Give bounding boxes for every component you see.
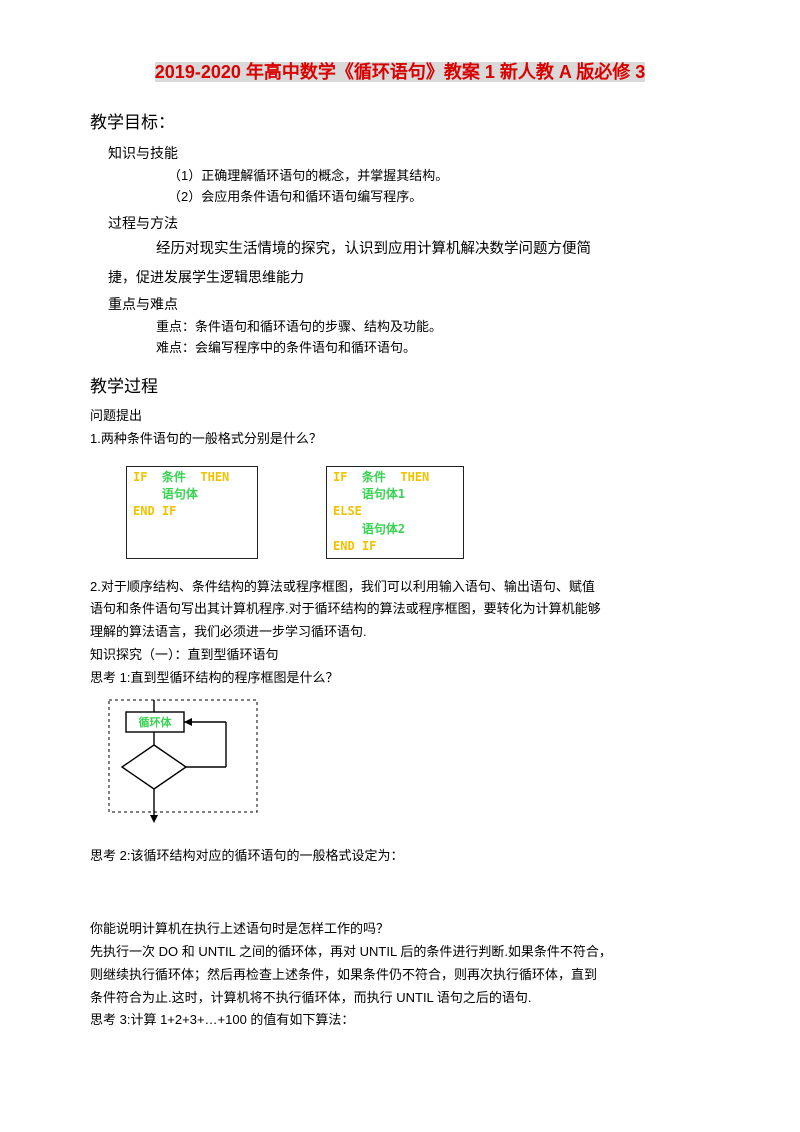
think-1: 思考 1:直到型循环结构的程序框图是什么？: [90, 668, 710, 689]
code2-indent1: [333, 487, 362, 501]
code2-cond: 条件: [362, 470, 386, 484]
code-box-1: IF 条件 THEN 语句体 END IF: [126, 466, 258, 559]
flowchart-svg: 循环体: [108, 699, 278, 824]
flow-arrowhead-back: [184, 718, 192, 726]
explain-line1: 先执行一次 DO 和 UNTIL 之间的循环体，再对 UNTIL 后的条件进行判…: [90, 942, 710, 963]
explain-question: 你能说明计算机在执行上述语句时是怎样工作的吗？: [90, 919, 710, 940]
code1-indent: [133, 487, 162, 501]
process-line-2: 捷，促进发展学生逻辑思维能力: [108, 266, 710, 288]
flow-diamond: [122, 745, 186, 789]
heading-procedure: 教学过程: [90, 373, 710, 400]
question-1: 1.两种条件语句的一般格式分别是什么？: [90, 429, 710, 450]
code2-else: ELSE: [333, 504, 362, 518]
explain-line2: 则继续执行循环体；然后再检查上述条件，如果条件仍不符合，则再次执行循环体，直到: [90, 965, 710, 986]
code1-if: IF: [133, 470, 162, 484]
heading-goal: 教学目标：: [90, 109, 710, 136]
question-heading: 问题提出: [90, 406, 710, 427]
think-2: 思考 2:该循环结构对应的循环语句的一般格式设定为：: [90, 846, 710, 867]
heading-knowledge: 知识与技能: [108, 142, 710, 164]
page-title: 2019-2020 年高中数学《循环语句》教案 1 新人教 A 版必修 3: [90, 58, 710, 87]
keypoint-2: 难点：会编写程序中的条件语句和循环语句。: [156, 338, 710, 359]
code-box-row: IF 条件 THEN 语句体 END IF IF 条件 THEN 语句体1 EL…: [126, 466, 710, 559]
code1-endif: END IF: [133, 504, 176, 518]
code2-endif: END IF: [333, 539, 376, 553]
explain-line3: 条件符合为止.这时，计算机将不执行循环体，而执行 UNTIL 语句之后的语句.: [90, 988, 710, 1009]
think-3: 思考 3:计算 1+2+3+…+100 的值有如下算法：: [90, 1010, 710, 1031]
code2-indent2: [333, 522, 362, 536]
spacer: [90, 869, 710, 917]
code-box-2: IF 条件 THEN 语句体1 ELSE 语句体2 END IF: [326, 466, 464, 559]
code1-cond: 条件: [162, 470, 186, 484]
para2-line1: 2.对于顺序结构、条件结构的算法或程序框图，我们可以利用输入语句、输出语句、赋值: [90, 577, 710, 598]
flow-arrowhead-out: [150, 815, 158, 823]
code2-body1: 语句体1: [362, 487, 405, 501]
code1-then: THEN: [186, 470, 229, 484]
heading-keypoints: 重点与难点: [108, 293, 710, 315]
para2-line3: 理解的算法语言，我们必须进一步学习循环语句.: [90, 622, 710, 643]
title-red: 2019-2020 年高中数学《循环语句》教案 1 新人教 A 版必修 3: [155, 62, 645, 82]
flowchart-until: 循环体: [108, 699, 710, 831]
keypoint-1: 重点：条件语句和循环语句的步骤、结构及功能。: [156, 317, 710, 338]
process-line-1: 经历对现实生活情境的探究，认识到应用计算机解决数学问题方便简: [156, 236, 710, 262]
code1-body: 语句体: [162, 487, 198, 501]
heading-process: 过程与方法: [108, 212, 710, 234]
para2-line2: 语句和条件语句写出其计算机程序.对于循环结构的算法或程序框图，要转化为计算机能够: [90, 599, 710, 620]
knowledge-item-2: （2）会应用条件语句和循环语句编写程序。: [168, 187, 710, 208]
knowledge-item-1: （1）正确理解循环语句的概念，并掌握其结构。: [168, 166, 710, 187]
code2-if: IF: [333, 470, 362, 484]
explore-heading: 知识探究（一）：直到型循环语句: [90, 645, 710, 666]
code2-body2: 语句体2: [362, 522, 405, 536]
code2-then: THEN: [386, 470, 429, 484]
flow-loopbody-text: 循环体: [139, 715, 173, 729]
